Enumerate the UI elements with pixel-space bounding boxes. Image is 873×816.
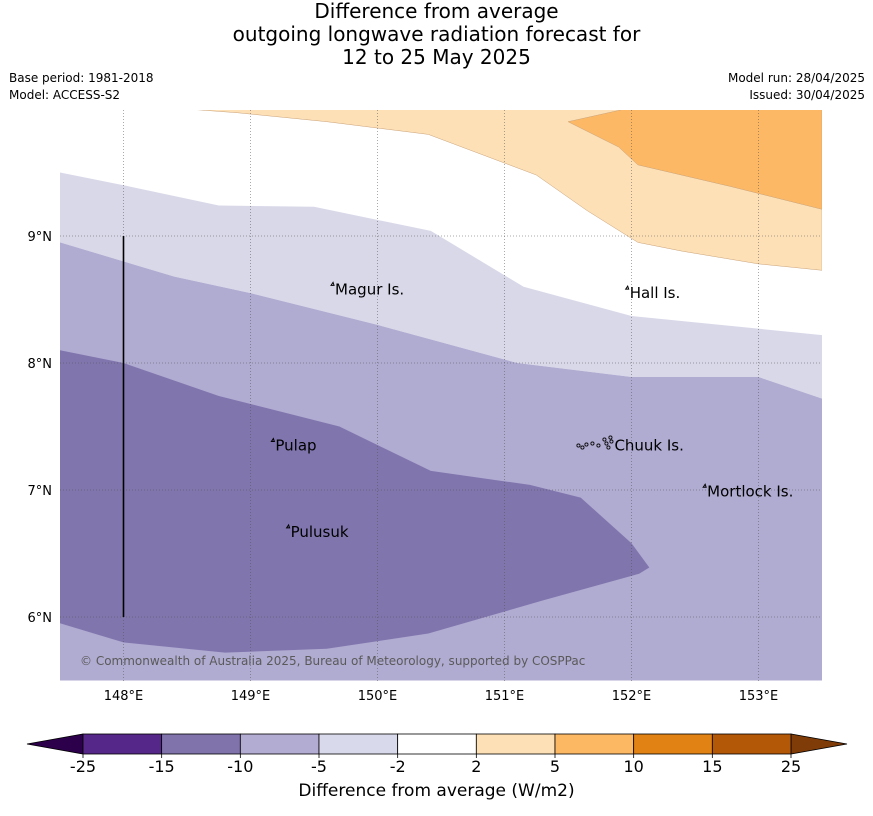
island-icon xyxy=(609,439,614,444)
island-icon xyxy=(702,483,707,488)
colorbar-box xyxy=(554,733,635,755)
colorbar-box xyxy=(161,733,241,755)
lat-tick-label: 8°N xyxy=(28,357,53,372)
colorbar-tick-label: -25 xyxy=(70,757,96,776)
lon-tick-label: 148°E xyxy=(104,689,144,704)
meta-left: Base period: 1981-2018 Model: ACCESS-S2 xyxy=(9,70,154,104)
issued-date: Issued: 30/04/2025 xyxy=(749,88,865,102)
lon-tick-label: 149°E xyxy=(231,689,271,704)
colorbar-box xyxy=(82,733,163,755)
lon-tick-label: 151°E xyxy=(485,689,525,704)
colorbar-tick-label: -5 xyxy=(311,757,327,776)
lon-tick-label: 152°E xyxy=(612,689,652,704)
island-icon xyxy=(606,445,611,450)
colorbar-tick-label: 10 xyxy=(623,757,643,776)
colorbar-extend-high xyxy=(790,733,848,755)
title-line-3: 12 to 25 May 2025 xyxy=(342,45,531,69)
colorbar-boxes xyxy=(26,733,848,755)
model-run: Model run: 28/04/2025 xyxy=(727,71,865,85)
place-label: Mortlock Is. xyxy=(707,482,793,500)
meta-right: Model run: 28/04/2025 Issued: 30/04/2025 xyxy=(728,70,865,104)
axis-tick-labels: 148°E 149°E 150°E 151°E 152°E 153°E 9°N 8°N 7°N 6… xyxy=(28,230,779,704)
colorbar-box xyxy=(397,733,477,755)
title-line-2: outgoing longwave radiation forecast for xyxy=(232,22,641,46)
lon-tick-label: 153°E xyxy=(739,689,779,704)
region-0 xyxy=(60,172,822,399)
island-icon xyxy=(285,523,291,529)
model-name: Model: ACCESS-S2 xyxy=(9,88,121,102)
island-icon xyxy=(330,281,335,286)
lat-tick-label: 6°N xyxy=(28,611,53,626)
base-period: Base period: 1981-2018 xyxy=(9,71,154,85)
place-label: Hall Is. xyxy=(630,284,681,302)
title-line-1: Difference from average xyxy=(314,0,559,23)
anomaly-regions xyxy=(60,110,822,681)
island-icon xyxy=(604,441,609,446)
island-icon xyxy=(584,442,589,447)
colorbar-tick-labels: -25 -15 -10 -5 -2 2 5 10 15 25 xyxy=(70,754,801,776)
colorbar-extend-low xyxy=(26,733,84,755)
island-icon xyxy=(596,443,601,448)
island-icon xyxy=(580,445,585,450)
place-label: Chuuk Is. xyxy=(614,437,683,455)
island-icon xyxy=(576,443,581,448)
copyright-text: © Commonwealth of Australia 2025, Bureau… xyxy=(80,654,585,668)
place-label: Magur Is. xyxy=(335,280,404,298)
place-label: Pulusuk xyxy=(291,523,349,541)
colorbar-box xyxy=(711,733,792,755)
lat-tick-label: 9°N xyxy=(28,230,53,245)
island-icon xyxy=(602,437,607,442)
colorbar-tick-label: 15 xyxy=(702,757,722,776)
colorbar-box xyxy=(318,733,399,755)
colorbar-box xyxy=(633,733,713,755)
island-icon xyxy=(624,285,630,290)
colorbar-tick-label: -15 xyxy=(149,757,175,776)
place-label: Pulap xyxy=(275,437,316,455)
place-labels: Magur Is. Hall Is. Pulap Chuuk Is. Mortlock … xyxy=(270,280,793,541)
colorbar-tick-label: 25 xyxy=(781,757,801,776)
colorbar-tick-label: -10 xyxy=(227,757,253,776)
colorbar-box xyxy=(475,733,556,755)
island-icon xyxy=(270,437,276,443)
colorbar-tick-label: 2 xyxy=(471,757,481,776)
colorbar-tick-label: 5 xyxy=(550,757,560,776)
island-icon xyxy=(608,435,613,440)
colorbar-tick-label: -2 xyxy=(390,757,406,776)
lon-tick-label: 150°E xyxy=(358,689,398,704)
map-title: Difference from average outgoing longwav… xyxy=(0,0,873,69)
island-icon xyxy=(590,441,595,446)
region-2 xyxy=(60,350,650,653)
lat-tick-label: 7°N xyxy=(28,484,53,499)
colorbar-label: Difference from average (W/m2) xyxy=(298,781,575,801)
colorbar-box xyxy=(239,733,320,755)
